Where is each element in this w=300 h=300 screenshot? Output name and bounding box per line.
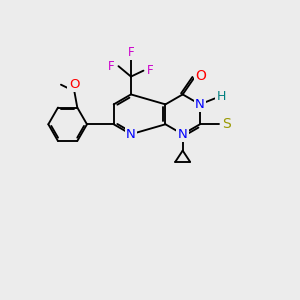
Text: S: S	[223, 117, 231, 131]
Text: F: F	[147, 64, 154, 77]
Text: O: O	[69, 78, 79, 91]
Text: O: O	[195, 69, 206, 83]
Text: N: N	[195, 98, 205, 111]
Text: N: N	[126, 128, 136, 141]
Text: F: F	[128, 46, 134, 59]
Text: N: N	[178, 128, 188, 141]
Text: F: F	[108, 60, 115, 73]
Text: H: H	[217, 90, 226, 104]
